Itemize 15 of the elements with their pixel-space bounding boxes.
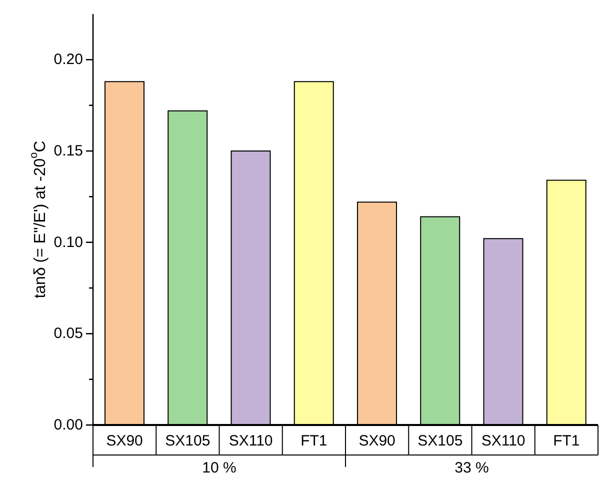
y-tick-label: 0.10 [54,234,83,251]
y-tick-label: 0.20 [54,51,83,68]
y-tick-label: 0.05 [54,325,83,342]
text: 10 % [202,460,236,476]
y-tick-label: 0.15 [54,142,83,160]
x-tick-label: SX110 [481,432,526,450]
x-tick-label: SX90 [358,432,396,450]
y-tick-label: 0.00 [54,416,83,434]
x-tick-label: SX110 [228,432,273,450]
x-tick-label: SX105 [165,432,210,450]
x-tick-label: FT1 [300,432,328,450]
x-tick-label: SX105 [418,432,463,450]
text: 33 % [454,460,489,476]
x-tick-label: SX90 [106,432,143,450]
x-tick-label: FT1 [553,432,580,450]
